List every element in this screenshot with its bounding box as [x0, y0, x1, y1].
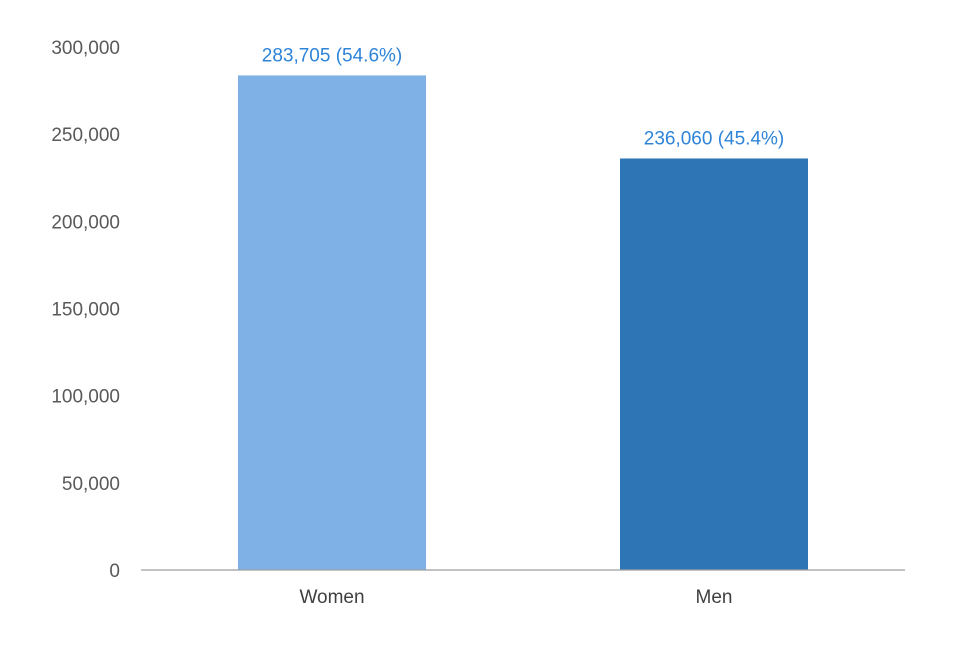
bars	[238, 75, 808, 570]
bar-men	[620, 158, 808, 570]
y-tick-label: 200,000	[51, 212, 120, 233]
y-tick-label: 300,000	[51, 38, 120, 59]
y-tick-label: 150,000	[51, 300, 120, 321]
data-labels: 283,705 (54.6%) 236,060 (45.4%)	[262, 45, 785, 149]
data-label-men: 236,060 (45.4%)	[644, 128, 785, 149]
bar-women	[238, 75, 426, 570]
x-axis-category-labels: Women Men	[299, 587, 732, 608]
x-category-label-men: Men	[696, 587, 733, 608]
y-axis-tick-labels: 0 50,000 100,000 150,000 200,000 250,000 300,0…	[51, 38, 120, 582]
y-tick-label: 100,000	[51, 387, 120, 408]
y-tick-label: 250,000	[51, 125, 120, 146]
y-tick-label: 0	[109, 561, 120, 582]
data-label-women: 283,705 (54.6%)	[262, 45, 403, 66]
y-tick-label: 50,000	[62, 474, 120, 495]
x-category-label-women: Women	[299, 587, 364, 608]
